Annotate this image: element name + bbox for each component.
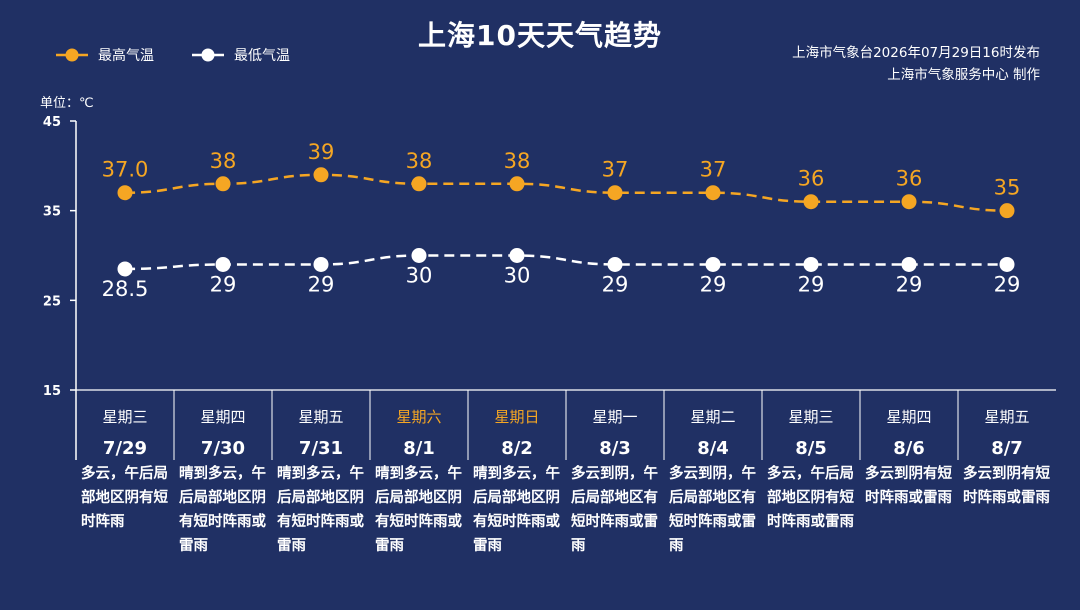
max-temp-point: [313, 167, 329, 183]
weather-description: 多云，午后局部地区阴有短时阵雨: [81, 466, 168, 530]
min-temp-point: [117, 261, 133, 277]
date-label: 8/4: [697, 438, 729, 459]
weather-description: 多云到阴，午后局部地区有短时阵雨或雷雨: [669, 466, 756, 554]
max-temp-label: 39: [308, 140, 335, 164]
date-label: 8/6: [893, 438, 925, 459]
y-tick-label: 35: [43, 205, 61, 220]
legend-min-line-icon: [192, 48, 224, 62]
min-temp-label: 29: [994, 272, 1021, 296]
date-label: 7/29: [102, 438, 148, 459]
y-tick-label: 45: [43, 115, 61, 130]
min-temp-label: 30: [504, 264, 531, 288]
weather-description: 多云到阴有短时阵雨或雷雨: [963, 466, 1050, 506]
min-temp-label: 29: [602, 272, 629, 296]
day-header: 星期三 8/5: [762, 392, 860, 459]
producer-credit: 上海市气象服务中心 制作: [887, 67, 1040, 83]
day-header: 星期五 8/7: [958, 392, 1056, 459]
weekday-label: 星期日: [494, 408, 540, 426]
max-temp-point: [803, 194, 819, 210]
max-temp-line: [124, 173, 1008, 212]
day-header: 星期一 8/3: [566, 392, 664, 459]
day-header: 星期四 8/6: [860, 392, 958, 459]
weather-description: 多云到阴，午后局部地区有短时阵雨或雷雨: [571, 466, 658, 554]
min-temp-point: [313, 256, 329, 272]
min-temp-point: [509, 248, 525, 263]
weekday-label: 星期五: [984, 408, 1030, 426]
legend-item-max-temp: 最高气温: [54, 45, 154, 65]
max-temp-label: 36: [798, 167, 825, 191]
weekday-label: 星期六: [396, 408, 442, 426]
min-temp-label: 29: [896, 272, 923, 296]
y-tick-label: 15: [43, 384, 61, 399]
weather-description: 多云到阴有短时阵雨或雷雨: [865, 466, 952, 506]
weather-description: 晴到多云，午后局部地区阴有短时阵雨或雷雨: [277, 466, 364, 554]
y-tick-label: 25: [43, 294, 61, 309]
weekday-label: 星期三: [788, 408, 834, 426]
min-temp-label: 29: [308, 272, 335, 296]
min-temp-line: [124, 254, 1007, 271]
weekday-label: 星期五: [298, 408, 344, 426]
legend-max-line-icon: [56, 48, 88, 62]
page-title: 上海10天天气趋势: [418, 19, 662, 52]
weekday-label: 星期四: [886, 408, 932, 426]
day-header: 星期三 7/29: [76, 392, 174, 459]
weather-description: 晴到多云，午后局部地区阴有短时阵雨或雷雨: [179, 466, 266, 554]
min-temp-label: 29: [210, 272, 237, 296]
legend-min-label: 最低气温: [234, 48, 290, 64]
date-label: 8/7: [991, 438, 1023, 459]
date-label: 7/31: [298, 438, 344, 459]
max-temp-point: [999, 203, 1015, 219]
weather-description: 多云，午后局部地区阴有短时阵雨或雷雨: [767, 466, 854, 530]
max-temp-label: 38: [210, 149, 237, 173]
weather-description: 晴到多云，午后局部地区阴有短时阵雨或雷雨: [473, 466, 560, 554]
legend-item-min-temp: 最低气温: [190, 45, 290, 65]
weekday-label: 星期一: [592, 408, 638, 426]
day-header: 星期六 8/1: [370, 392, 468, 459]
max-temp-point: [509, 176, 525, 192]
weekday-label: 星期二: [690, 408, 736, 426]
day-header: 星期日 8/2: [468, 392, 566, 459]
weather-description: 晴到多云，午后局部地区阴有短时阵雨或雷雨: [375, 466, 462, 554]
date-label: 7/30: [200, 438, 246, 459]
max-temp-label: 38: [406, 149, 433, 173]
day-header: 星期二 8/4: [664, 392, 762, 459]
max-temp-label: 35: [994, 176, 1021, 200]
legend-max-label: 最高气温: [98, 48, 154, 64]
min-temp-label: 29: [700, 272, 727, 296]
min-temp-point: [803, 256, 819, 272]
min-temp-point: [901, 256, 917, 272]
min-temp-label: 28.5: [102, 277, 149, 301]
max-temp-label: 38: [504, 149, 531, 173]
day-header: 星期五 7/31: [272, 392, 370, 459]
max-temp-point: [901, 194, 917, 210]
day-header: 星期四 7/30: [174, 392, 272, 459]
min-temp-label: 30: [406, 264, 433, 288]
date-label: 8/2: [501, 438, 533, 459]
max-temp-label: 36: [896, 167, 923, 191]
max-temp-point: [117, 185, 133, 201]
max-temp-point: [411, 176, 427, 192]
weekday-label: 星期四: [200, 408, 246, 426]
min-temp-point: [705, 256, 721, 272]
max-temp-label: 37: [602, 158, 629, 182]
min-temp-label: 29: [798, 272, 825, 296]
min-temp-point: [411, 248, 427, 263]
max-temp-point: [607, 185, 623, 201]
min-temp-point: [215, 256, 231, 272]
publisher-credit: 上海市气象台2026年07月29日16时发布: [792, 45, 1040, 61]
weekday-label: 星期三: [102, 408, 148, 426]
date-label: 8/3: [599, 438, 631, 459]
min-temp-point: [999, 256, 1015, 272]
max-temp-point: [705, 185, 721, 201]
max-temp-label: 37.0: [102, 158, 149, 182]
min-temp-point: [607, 256, 623, 272]
date-label: 8/5: [795, 438, 827, 459]
date-label: 8/1: [403, 438, 435, 459]
max-temp-point: [215, 176, 231, 192]
max-temp-label: 37: [700, 158, 727, 182]
unit-label: 单位：℃: [40, 96, 94, 111]
